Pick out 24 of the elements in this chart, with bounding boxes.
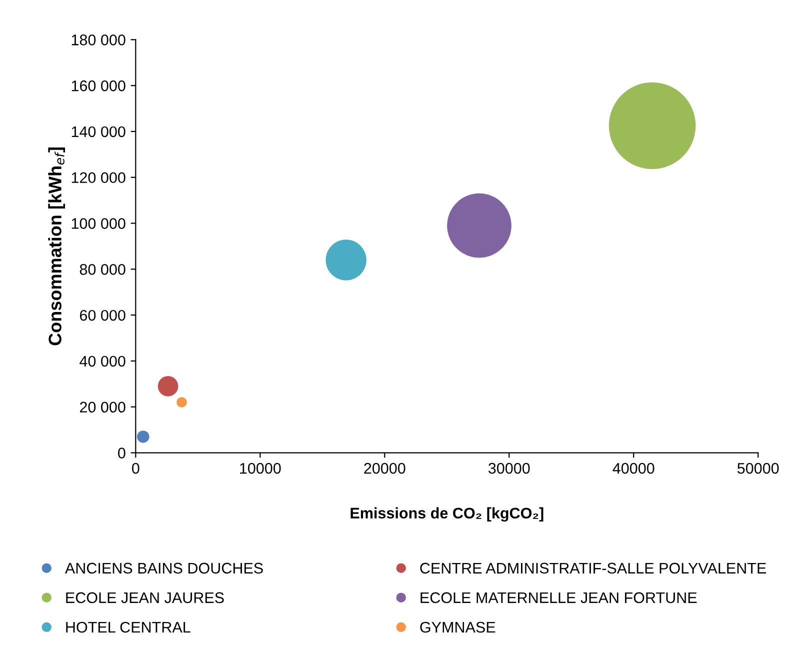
- x-tick-label: 10000: [240, 462, 281, 474]
- x-axis-title: Emissions de CO₂ [kgCO₂]: [350, 507, 544, 522]
- y-tick-label: 180 000: [72, 34, 126, 46]
- legend-label: GYMNASE: [420, 622, 496, 633]
- y-tick-label: 60 000: [80, 310, 126, 321]
- x-tick-label: 0: [132, 462, 140, 474]
- legend-label: ANCIENS BAINS DOUCHES: [64, 562, 263, 574]
- legend-label: ECOLE JEAN JAURES: [66, 592, 224, 604]
- y-axis-title: Consommation [kWh$_{ef}$]: [48, 148, 66, 346]
- legend-label: ECOLE MATERNELLE JEAN FORTUNE: [420, 592, 697, 604]
- y-tick-label: 0: [118, 448, 126, 458]
- x-tick-label: 50000: [737, 462, 779, 474]
- y-tick-label: 120 000: [72, 172, 126, 184]
- y-tick-label: 140 000: [72, 126, 126, 138]
- x-tick-label: 30000: [488, 462, 530, 474]
- x-tick-label: 40000: [612, 462, 654, 474]
- legend-label: HOTEL CENTRAL: [66, 622, 190, 633]
- x-tick-label: 20000: [364, 462, 406, 474]
- y-tick-label: 160 000: [72, 80, 126, 92]
- y-tick-label: 80 000: [80, 264, 126, 275]
- legend-label: CENTRE ADMINISTRATIF-SALLE POLYVALENTE: [420, 562, 766, 574]
- y-tick-label: 20 000: [80, 402, 126, 413]
- y-tick-label: 100 000: [72, 218, 126, 229]
- y-tick-label: 40 000: [80, 356, 126, 367]
